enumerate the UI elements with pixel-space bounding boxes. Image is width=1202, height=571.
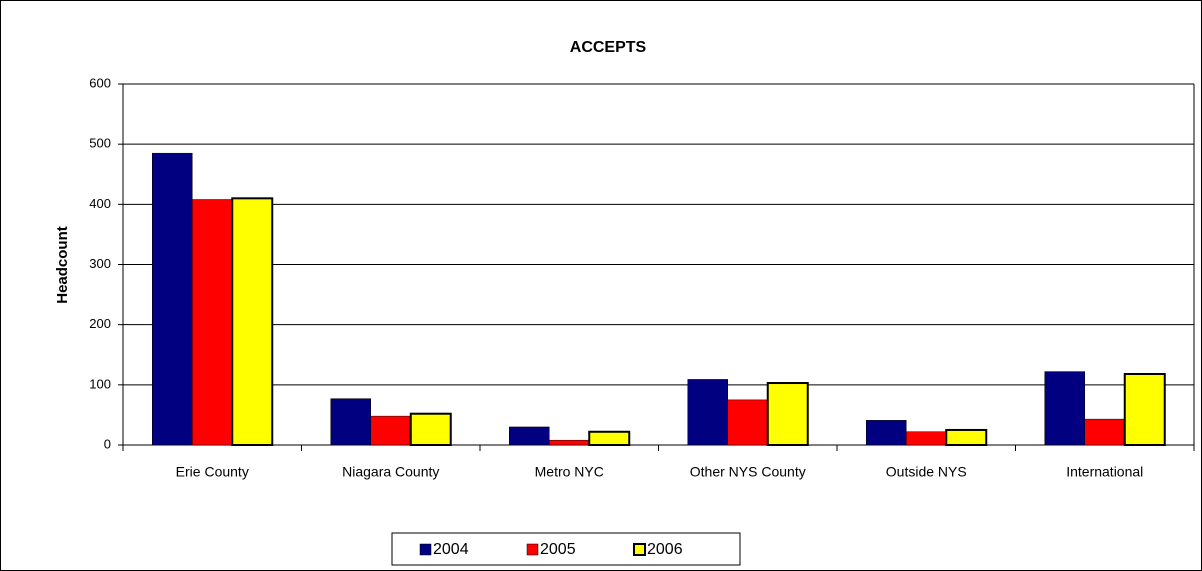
bar — [588, 430, 631, 447]
y-tick-label: 500 — [89, 136, 111, 151]
bar — [231, 197, 274, 446]
bar — [906, 431, 947, 446]
legend-label: 2004 — [433, 541, 469, 558]
legend-label: 2006 — [647, 541, 683, 558]
bar — [509, 426, 550, 446]
chart-title: ACCEPTS — [570, 39, 647, 56]
y-axis-label: Headcount — [54, 226, 71, 304]
bar — [370, 415, 411, 446]
bar — [330, 398, 371, 446]
x-tick-label: Erie County — [176, 464, 249, 480]
y-tick-label: 100 — [89, 376, 111, 391]
bar — [1044, 371, 1085, 446]
bar — [549, 439, 590, 446]
y-tick-label: 200 — [89, 316, 111, 331]
x-tick-label: Outside NYS — [886, 464, 967, 480]
legend-swatch — [419, 543, 432, 556]
bar — [409, 412, 452, 447]
legend-swatch — [633, 543, 646, 556]
x-tick-label: International — [1066, 464, 1143, 480]
legend-label: 2005 — [540, 541, 576, 558]
y-tick-label: 0 — [104, 436, 111, 451]
x-tick-label: Metro NYC — [535, 464, 604, 480]
bar — [866, 420, 907, 446]
legend — [391, 532, 741, 566]
bar — [727, 399, 768, 446]
x-tick-label: Niagara County — [342, 464, 439, 480]
y-tick-label: 600 — [89, 75, 111, 90]
bar — [945, 428, 988, 447]
bar — [766, 382, 809, 446]
bar — [687, 379, 728, 446]
bar — [192, 199, 233, 446]
legend-swatch — [526, 543, 539, 556]
bar — [1123, 373, 1166, 446]
bar — [152, 152, 193, 446]
y-tick-label: 300 — [89, 256, 111, 271]
x-tick-label: Other NYS County — [690, 464, 806, 480]
y-tick-label: 400 — [89, 196, 111, 211]
bar — [1084, 418, 1125, 446]
